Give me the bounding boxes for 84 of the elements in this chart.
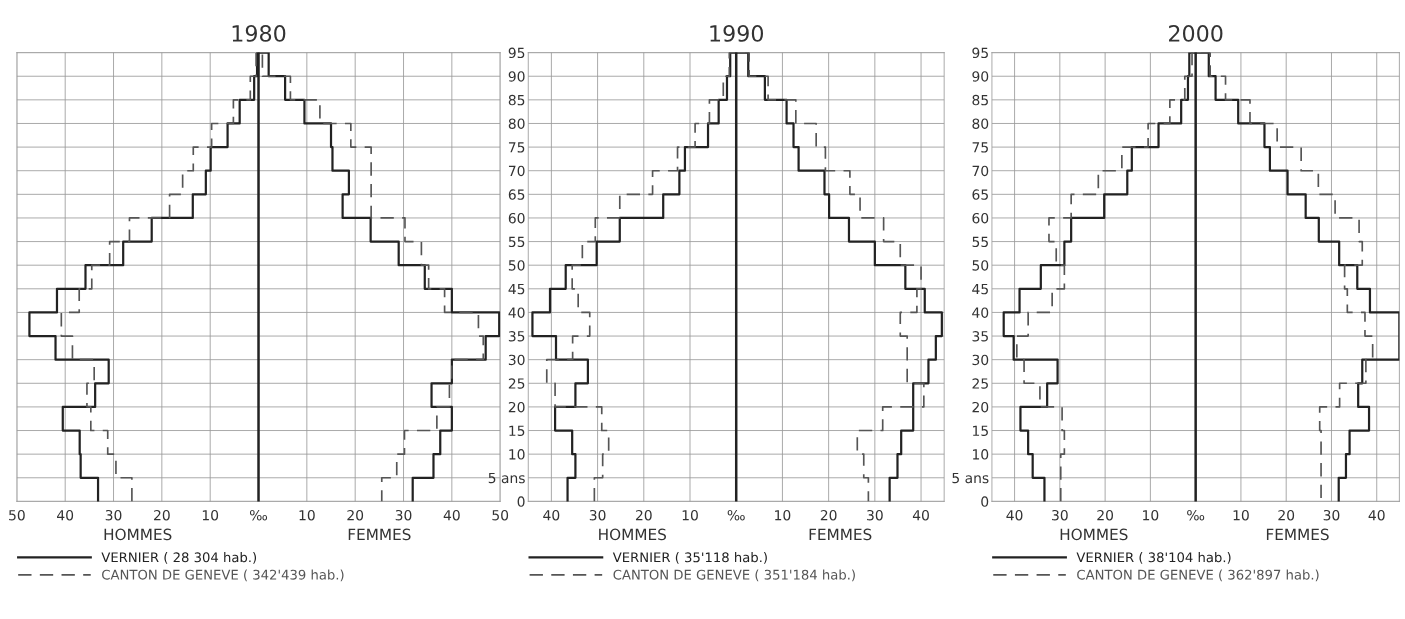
y-tick-label: 75 [972,142,988,153]
y-tick-label: 0 [517,496,525,507]
x-tick-label: 40 [1368,509,1385,521]
text: HOMMES [599,528,667,541]
y-tick-label: 55 [972,236,988,248]
x-tick-label: 40 [443,509,460,521]
x-tick-label: 50 [492,509,509,521]
y-tick-label: 80 [972,118,989,129]
x-tick-label: 10 [1233,509,1249,521]
y-tick-label: 90 [972,71,989,82]
y-tick-label: 70 [972,165,989,177]
chart-title: 1980 [232,25,286,42]
x-tick-label: 20 [154,509,170,521]
chart-title: 1990 [710,25,764,42]
x-tick-label: 10 [202,509,219,521]
y-tick-label: 35 [508,331,525,342]
y-tick-label: 45 [508,283,525,295]
y-tick-label: 45 [972,283,988,295]
text: VERNIER ( 38'104 hab.) [1076,552,1231,564]
x-tick-label: 20 [1097,509,1114,521]
x-tick-label: 10 [775,509,791,521]
y-tick-label: 60 [972,212,989,224]
x-tick-label: 30 [589,509,606,521]
y-tick-label: 95 [508,47,525,59]
x-tick-label: 40 [1006,509,1023,521]
y-tick-label: 15 [973,425,988,436]
x-tick-label: 20 [347,509,364,521]
y-tick-label: 90 [508,71,525,82]
x-tick-label: 40 [543,509,560,521]
text: HOMMES [104,528,172,541]
y-tick-label: 20 [972,401,989,413]
y-tick-label: 40 [508,307,525,318]
x-tick-label: ‰ [727,509,745,521]
y-tick-label: 0 [981,496,989,507]
x-tick-label: ‰ [1187,509,1205,521]
x-tick-label: 30 [1323,509,1340,521]
text: FEMMES [348,528,411,541]
chart-title: 2000 [1169,25,1223,42]
y-tick-label: 80 [508,118,525,129]
y-tick-label: 75 [508,142,525,153]
y-tick-label: 65 [508,189,525,200]
y-tick-label: 35 [972,331,988,342]
y-tick-label: 55 [508,236,525,248]
y-tick-label: 95 [972,47,988,59]
x-tick-label: 10 [682,509,698,521]
x-tick-label: 50 [9,509,25,521]
text: CANTON DE GENEVE ( 342'439 hab.) [102,569,344,582]
x-tick-label: 20 [1278,509,1295,521]
y-tick-label: 70 [508,165,525,177]
y-tick-label: 20 [508,401,525,413]
y-tick-label: 10 [973,449,989,460]
x-tick-label: 30 [867,509,883,521]
x-tick-label: 40 [57,509,74,521]
x-tick-label: 30 [395,509,412,521]
y-tick-label: 60 [508,212,525,224]
y-tick-label: 65 [972,189,988,200]
x-tick-label: 30 [105,509,122,521]
y-tick-label: 5 ans [952,472,989,484]
y-tick-label: 30 [972,354,989,366]
y-tick-label: 50 [508,260,525,271]
y-tick-label: 10 [509,449,525,460]
y-tick-label: 25 [508,378,525,389]
y-tick-label: 85 [508,94,525,106]
y-tick-label: 25 [972,378,988,389]
text: HOMMES [1060,528,1128,541]
x-tick-label: 30 [1052,509,1068,521]
text: CANTON DE GENEVE ( 362'897 hab.) [1077,569,1319,582]
y-tick-label: 30 [508,354,525,366]
y-tick-label: 50 [972,260,989,271]
text: FEMMES [809,528,872,541]
x-tick-label: 10 [1143,509,1159,521]
text: FEMMES [1266,528,1329,541]
y-tick-label: 15 [509,425,525,436]
text: VERNIER ( 28 304 hab.) [101,552,257,564]
y-tick-label: 5 ans [488,472,525,484]
text: VERNIER ( 35'118 hab.) [612,552,767,564]
y-tick-label: 40 [972,307,989,318]
x-tick-label: 10 [299,509,315,521]
x-tick-label: 40 [912,509,929,521]
text: CANTON DE GENEVE ( 351'184 hab.) [613,569,855,582]
y-tick-label: 85 [972,94,988,106]
x-tick-label: 20 [820,509,837,521]
x-tick-label: ‰ [249,509,268,521]
x-tick-label: 20 [635,509,652,521]
